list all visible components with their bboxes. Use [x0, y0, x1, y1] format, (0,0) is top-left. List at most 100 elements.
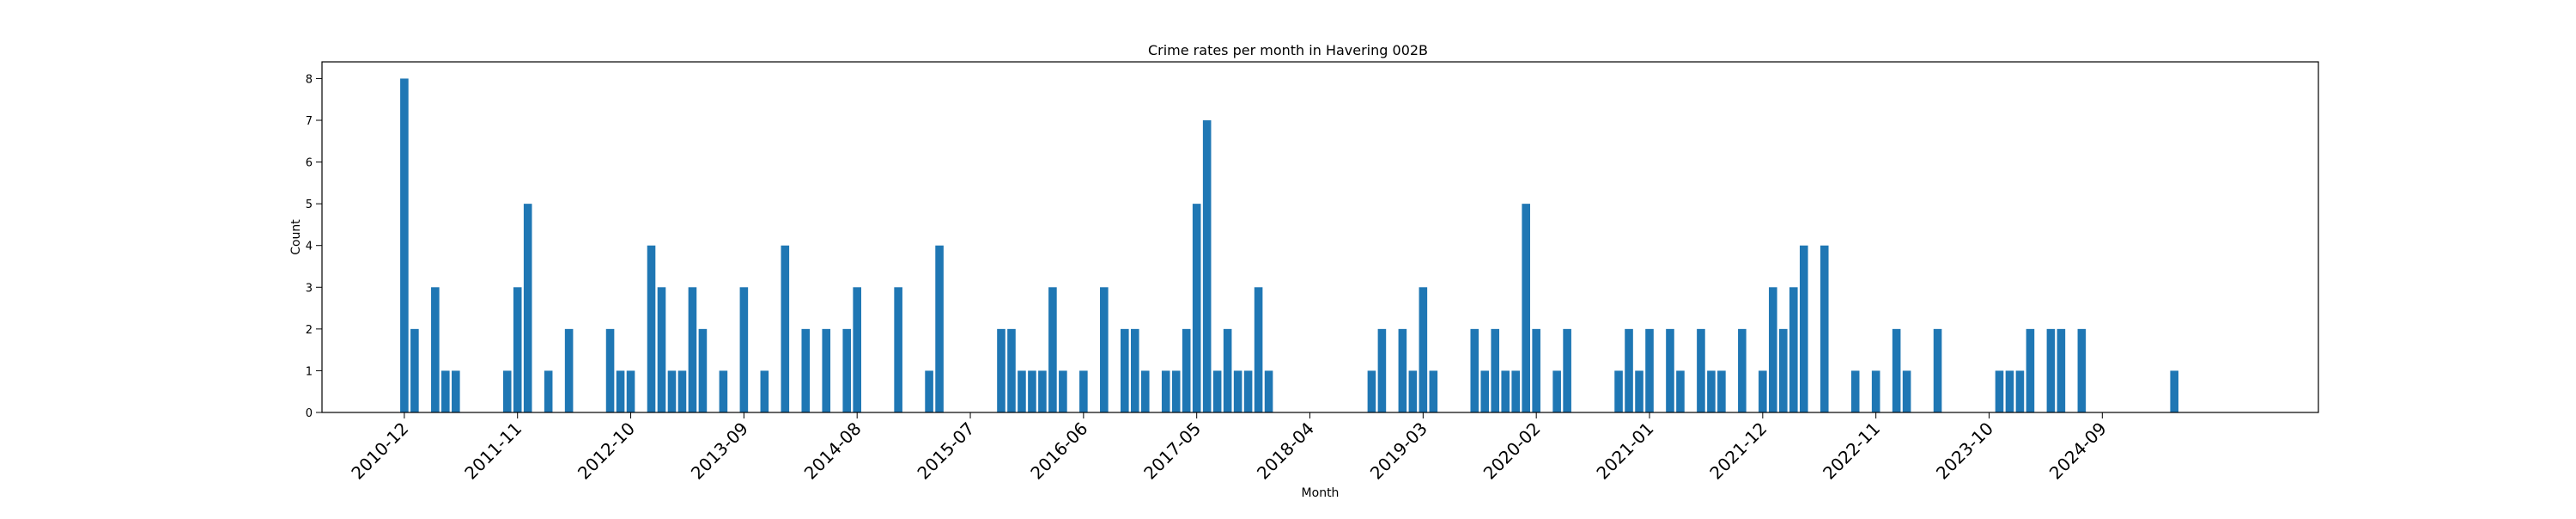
y-tick-label: 6: [306, 157, 313, 170]
bar-2019-04: [1429, 370, 1438, 412]
bar-2013-03: [677, 370, 687, 412]
bar-2013-02: [667, 370, 677, 412]
bar-2012-04: [564, 328, 574, 412]
bar-2015-04: [935, 245, 944, 412]
bar-2017-09: [1233, 370, 1242, 412]
bar-2022-04: [1799, 245, 1808, 412]
y-tick-label: 3: [306, 282, 313, 295]
bar-2021-10: [1738, 328, 1747, 412]
bar-2016-03: [1048, 287, 1057, 412]
bar-2019-09: [1480, 370, 1490, 412]
bar-2024-01: [2015, 370, 2025, 412]
bar-2019-01: [1398, 328, 1407, 412]
bar-2020-12: [1635, 370, 1643, 412]
bar-2013-04: [688, 287, 697, 412]
bar-2021-03: [1666, 328, 1674, 412]
bar-2011-03: [431, 287, 440, 412]
bar-2011-04: [441, 370, 450, 412]
bar-2019-11: [1501, 370, 1510, 412]
bar-2017-07: [1212, 370, 1222, 412]
bar-2023-01: [1892, 328, 1901, 412]
y-tick-label: 2: [306, 324, 313, 337]
bar-2011-01: [410, 328, 419, 412]
bar-2022-06: [1820, 245, 1829, 412]
bar-2016-04: [1059, 370, 1067, 412]
bar-2020-01: [1522, 204, 1530, 412]
bar-2020-05: [1563, 328, 1571, 412]
bar-2025-04: [2170, 370, 2179, 412]
y-tick-label: 8: [306, 73, 313, 86]
bar-2019-03: [1419, 287, 1428, 412]
chart-title: Crime rates per month in Havering 002B: [1148, 42, 1428, 58]
bar-2016-12: [1140, 370, 1150, 412]
bar-2023-11: [1995, 370, 2004, 412]
bar-2024-05: [2057, 328, 2066, 412]
y-tick-label: 5: [306, 198, 313, 211]
bar-2019-12: [1511, 370, 1520, 412]
bar-2018-11: [1377, 328, 1387, 412]
bar-2012-12: [647, 245, 656, 412]
x-axis-label: Month: [1302, 486, 1340, 500]
bar-2017-02: [1161, 370, 1170, 412]
bar-2020-02: [1532, 328, 1540, 412]
bar-2012-02: [544, 370, 553, 412]
bar-2022-11: [1871, 370, 1880, 412]
bar-2011-11: [513, 287, 522, 412]
bar-2013-05: [698, 328, 708, 412]
bar-2019-08: [1470, 328, 1479, 412]
bar-2017-06: [1202, 120, 1212, 412]
bar-2017-12: [1264, 370, 1273, 412]
bar-2014-12: [894, 287, 902, 412]
bar-2014-01: [781, 245, 790, 412]
bar-2013-11: [760, 370, 769, 412]
bar-2014-05: [822, 328, 831, 412]
bar-2021-01: [1645, 328, 1654, 412]
y-axis-label: Count: [289, 219, 303, 255]
bar-2024-07: [2077, 328, 2087, 412]
bar-2022-09: [1850, 370, 1860, 412]
bar-2014-07: [842, 328, 852, 412]
bar-2016-10: [1121, 328, 1129, 412]
bar-2017-04: [1182, 328, 1191, 412]
bar-2017-05: [1192, 204, 1201, 412]
bar-2024-04: [2046, 328, 2056, 412]
bar-2020-11: [1625, 328, 1633, 412]
bar-2016-01: [1028, 370, 1036, 412]
bar-2013-01: [657, 287, 666, 412]
y-tick-label: 0: [306, 407, 313, 420]
y-tick-label: 7: [306, 115, 313, 128]
bar-2015-11: [1007, 328, 1016, 412]
bar-2012-09: [616, 370, 625, 412]
bar-2017-03: [1171, 370, 1181, 412]
bar-2021-12: [1759, 370, 1767, 412]
bar-2016-02: [1038, 370, 1047, 412]
bar-2023-05: [1933, 328, 1942, 412]
bar-2014-08: [853, 287, 861, 412]
bar-2013-09: [739, 287, 749, 412]
bar-2017-11: [1254, 287, 1263, 412]
bar-2012-10: [626, 370, 635, 412]
bar-2019-02: [1408, 370, 1418, 412]
bar-2015-10: [997, 328, 1005, 412]
bar-2017-08: [1223, 328, 1232, 412]
bar-2016-06: [1079, 370, 1088, 412]
bar-2022-03: [1789, 287, 1798, 412]
bar-2022-02: [1779, 328, 1788, 412]
bar-2012-08: [605, 328, 615, 412]
bar-2024-02: [2026, 328, 2035, 412]
bar-2021-08: [1717, 370, 1726, 412]
bar-2020-04: [1552, 370, 1561, 412]
y-tick-label: 1: [306, 365, 313, 378]
bar-2019-10: [1491, 328, 1500, 412]
bar-2018-10: [1367, 370, 1376, 412]
y-tick-label: 4: [306, 241, 313, 253]
bar-2015-12: [1018, 370, 1026, 412]
bars-layer: [400, 78, 2179, 413]
bar-2017-10: [1243, 370, 1253, 412]
bar-2023-12: [2005, 370, 2014, 412]
bar-2021-06: [1697, 328, 1705, 412]
bar-2011-10: [502, 370, 512, 412]
bar-2013-07: [719, 370, 728, 412]
